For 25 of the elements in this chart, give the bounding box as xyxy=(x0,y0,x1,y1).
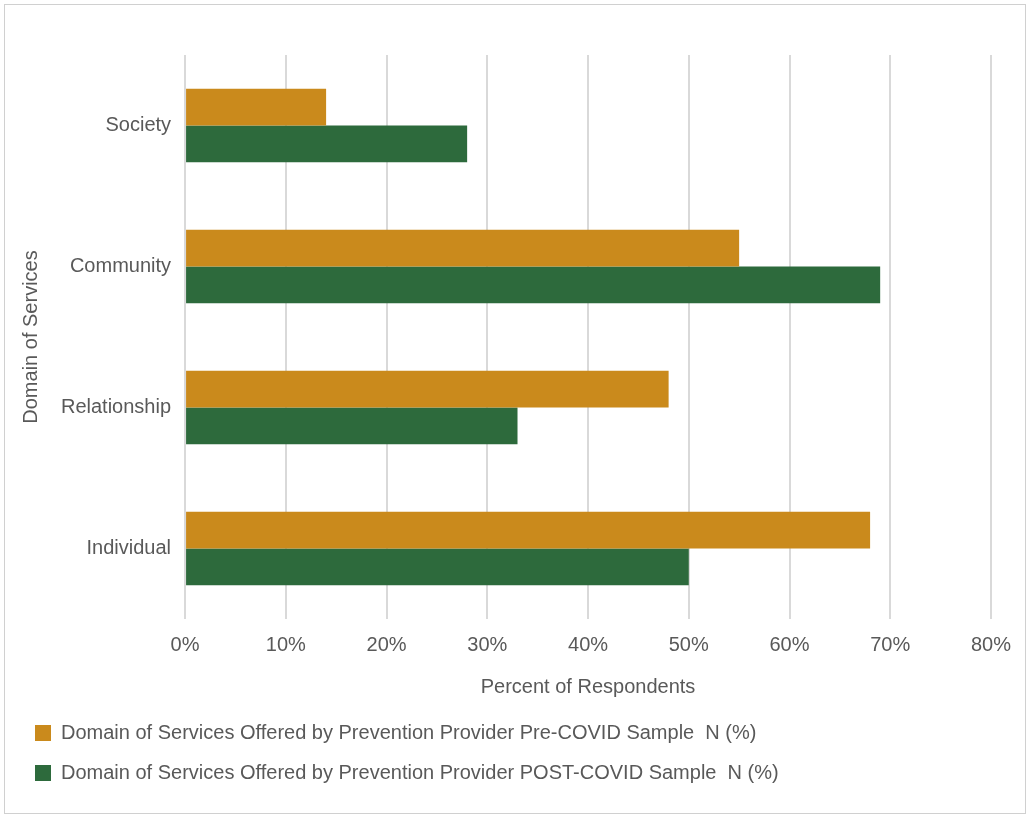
bar xyxy=(186,407,518,445)
legend-label: Domain of Services Offered by Prevention Provider Pre-COVID Sample N (%) xyxy=(61,720,757,743)
x-tick-label: 50% xyxy=(668,632,709,655)
x-tick-label: 10% xyxy=(265,632,307,655)
x-tick-label: 20% xyxy=(366,632,407,655)
x-tick-label: 40% xyxy=(568,632,609,655)
x-tick-label: 0% xyxy=(170,632,200,655)
bar xyxy=(186,548,689,586)
legend-label: Domain of Services Offered by Prevention Provider POST-COVID Sample N (%) xyxy=(61,760,779,783)
x-tick-label: 60% xyxy=(769,632,810,655)
y-tick-label: Society xyxy=(105,113,172,136)
x-axis-title: Percent of Respondents xyxy=(480,674,696,697)
bar xyxy=(186,266,881,304)
y-tick-label: Relationship xyxy=(60,395,172,418)
bar xyxy=(186,511,871,549)
x-tick-label: 30% xyxy=(467,632,508,655)
y-axis-title: Domain of Services xyxy=(18,250,41,424)
y-tick-label: Community xyxy=(69,254,172,277)
bar xyxy=(186,229,740,267)
bar xyxy=(186,125,468,163)
bar xyxy=(186,370,669,408)
x-tick-label: 70% xyxy=(870,632,911,655)
bar xyxy=(186,88,327,126)
x-tick-label: 80% xyxy=(970,632,1012,655)
y-tick-label: Individual xyxy=(86,536,172,559)
